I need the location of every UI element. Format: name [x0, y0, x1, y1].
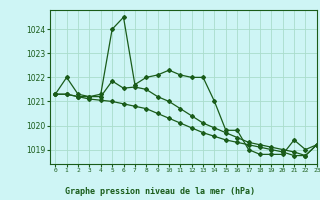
Text: Graphe pression niveau de la mer (hPa): Graphe pression niveau de la mer (hPa): [65, 187, 255, 196]
